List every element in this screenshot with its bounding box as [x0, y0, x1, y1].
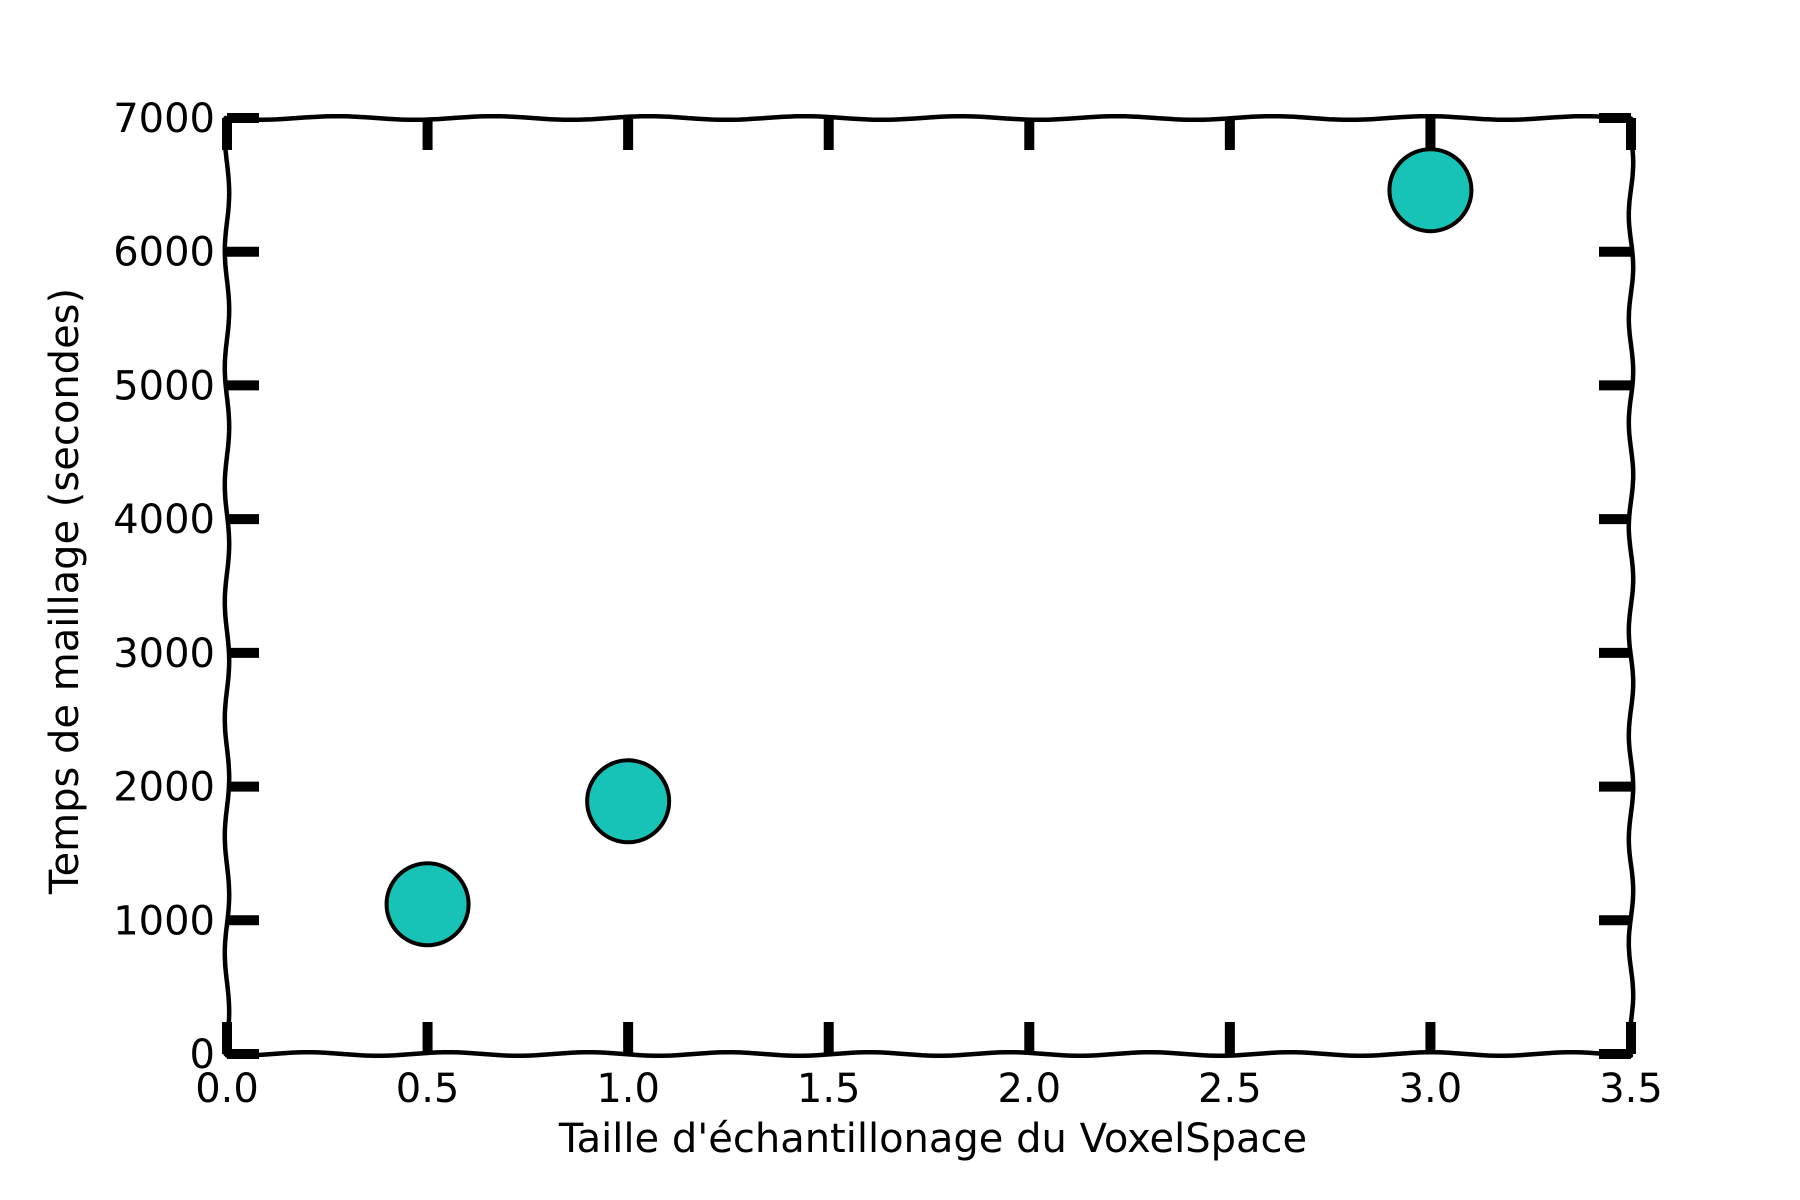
x-tick-label: 3.5: [1599, 1066, 1663, 1112]
y-tick-label: 4000: [113, 497, 215, 543]
x-tick-label: 0.5: [396, 1066, 460, 1112]
y-tick-label: 7000: [113, 96, 215, 142]
x-tick-label: 2.0: [997, 1066, 1061, 1112]
y-tick-label: 2000: [113, 765, 215, 811]
data-point: [585, 758, 672, 845]
y-tick-labels: 0 1000 2000 3000 4000 5000 6000 7000: [113, 96, 215, 1078]
x-axis-title: Taille d'échantillonage du VoxelSpace: [558, 1116, 1307, 1162]
x-tick-label: 3.0: [1399, 1066, 1463, 1112]
data-points: [384, 147, 1474, 948]
x-tick-label: 2.5: [1198, 1066, 1262, 1112]
y-tick-label: 3000: [113, 631, 215, 677]
y-axis-title: Temps de maillage (secondes): [42, 288, 88, 895]
y-tick-label: 6000: [113, 230, 215, 276]
axis-ticks: [222, 113, 1636, 1059]
plot-area: [222, 113, 1636, 1059]
x-tick-label: 0.0: [195, 1066, 259, 1112]
frame-top: [224, 113, 1634, 123]
x-tick-labels: 0.0 0.5 1.0 1.5 2.0 2.5 3.0 3.5: [195, 1066, 1663, 1112]
data-point: [384, 861, 471, 948]
frame-left: [222, 115, 232, 1057]
y-tick-label: 1000: [113, 898, 215, 944]
frame-bottom: [224, 1049, 1634, 1059]
x-tick-label: 1.5: [797, 1066, 861, 1112]
y-tick-label: 0: [190, 1032, 215, 1078]
data-point: [1387, 147, 1474, 234]
frame-right: [1626, 115, 1636, 1057]
y-tick-label: 5000: [113, 363, 215, 409]
x-tick-label: 1.0: [596, 1066, 660, 1112]
